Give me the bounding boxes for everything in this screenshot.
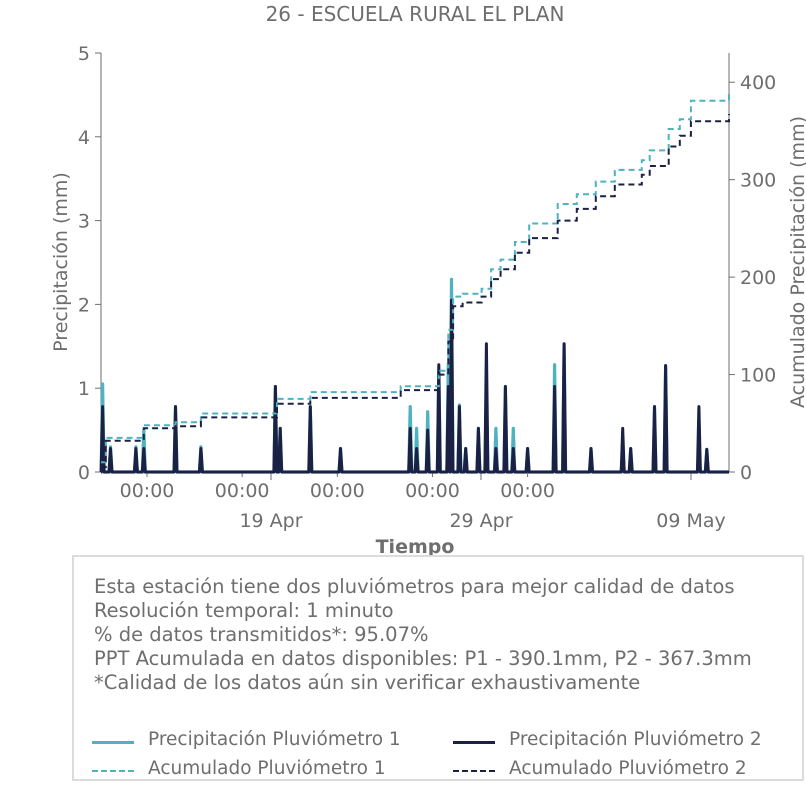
y-tick-label: 3: [78, 211, 90, 233]
info-line-resolution: Resolución temporal: 1 minuto: [94, 599, 394, 622]
x-major-tick-label: 09 May: [656, 510, 726, 532]
legend-label-p2: Precipitación Pluviómetro 2: [509, 729, 762, 750]
info-line-stations: Esta estación tiene dos pluviómetros par…: [94, 575, 735, 598]
precip-p2-line: [99, 298, 729, 474]
y2-tick-label: 300: [740, 170, 776, 192]
info-line-accumulated: PPT Acumulada en datos disponibles: P1 -…: [94, 647, 752, 670]
x-minor-tick-label: 00:00: [310, 480, 365, 502]
y-tick-label: 2: [78, 294, 90, 316]
x-minor-tick-label: 00:00: [215, 480, 270, 502]
axes-group: 0 1 2 3 4 5 0 100 200 300 400 00:00 00:00 00:00 00:00 0…: [78, 43, 776, 532]
legend-swatch-a2: [453, 770, 495, 772]
precip-p1-line: [99, 277, 729, 474]
x-minor-tick-label: 00:00: [500, 480, 555, 502]
y-axis-label: Precipitación (mm): [50, 172, 72, 352]
info-box: Esta estación tiene dos pluviómetros par…: [72, 555, 804, 781]
precipitation-series: [99, 277, 729, 474]
info-line-transmitted: % de datos transmitidos*: 95.07%: [94, 623, 429, 646]
y2-tick-label: 0: [740, 462, 752, 484]
x-minor-tick-label: 00:00: [405, 480, 460, 502]
y-tick-label: 4: [78, 127, 90, 149]
info-line-quality: *Calidad de los datos aún sin verificar …: [94, 671, 641, 694]
x-minor-tick-label: 00:00: [120, 480, 175, 502]
cumulative-p2-line: [101, 114, 730, 469]
legend-swatch-a1: [92, 770, 134, 772]
legend-label-p1: Precipitación Pluviómetro 1: [148, 729, 401, 750]
cumulative-p1-line: [101, 91, 730, 464]
x-axis-label: Tiempo: [376, 536, 455, 558]
y2-tick-label: 200: [740, 267, 776, 289]
chart-title: 26 - ESCUELA RURAL EL PLAN: [266, 2, 565, 26]
y2-tick-label: 400: [740, 72, 776, 94]
chart-svg: 26 - ESCUELA RURAL EL PLAN 0 1 2 3 4 5 0 100 200…: [50, 2, 806, 558]
legend-swatch-p2: [453, 741, 495, 744]
x-major-tick-label: 19 Apr: [239, 510, 302, 532]
y-tick-label: 1: [78, 378, 90, 400]
y-tick-label: 0: [78, 462, 90, 484]
legend-label-a1: Acumulado Pluviómetro 1: [148, 758, 386, 779]
cumulative-series: [101, 91, 730, 469]
y2-tick-label: 100: [740, 365, 776, 387]
legend-label-a2: Acumulado Pluviómetro 2: [509, 758, 747, 779]
x-major-tick-label: 29 Apr: [449, 510, 512, 532]
y-tick-label: 5: [78, 43, 90, 65]
legend-swatch-p1: [92, 741, 134, 744]
y2-axis-label: Acumulado Precipitación (mm): [787, 116, 806, 408]
info-text: Esta estación tiene dos pluviómetros par…: [94, 575, 752, 695]
